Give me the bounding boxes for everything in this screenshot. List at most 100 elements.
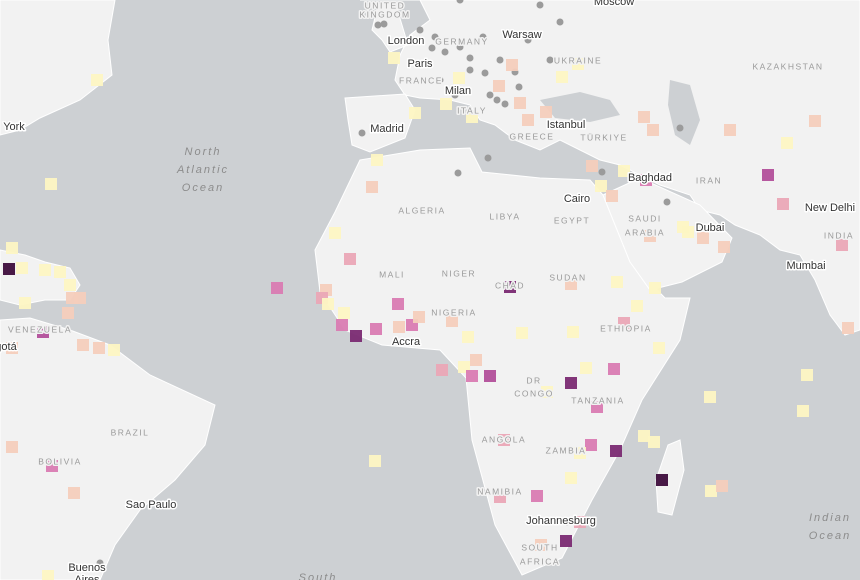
marker xyxy=(46,460,58,472)
south-america xyxy=(0,317,216,580)
city-label: Moscow xyxy=(594,0,634,8)
marker xyxy=(6,242,18,254)
city-dot xyxy=(536,1,544,9)
city-label: Aires xyxy=(74,574,100,580)
marker xyxy=(74,292,86,304)
marker xyxy=(565,278,577,290)
marker xyxy=(777,198,789,210)
marker xyxy=(64,279,76,291)
ocean-label: Atlantic xyxy=(176,164,229,176)
country-label: UKRAINE xyxy=(554,55,602,65)
marker xyxy=(493,80,505,92)
city-dot xyxy=(663,198,671,206)
city-dot xyxy=(481,69,489,77)
city-label: Istanbul xyxy=(547,119,586,131)
marker xyxy=(836,239,848,251)
city-label: Cairo xyxy=(564,193,590,205)
marker xyxy=(409,107,421,119)
marker xyxy=(516,327,528,339)
marker xyxy=(556,71,568,83)
marker xyxy=(329,227,341,239)
country-label: DR xyxy=(526,375,541,385)
marker xyxy=(705,485,717,497)
country-label: FRANCE xyxy=(399,75,443,85)
marker xyxy=(585,439,597,451)
marker xyxy=(522,114,534,126)
ocean-label: Ocean xyxy=(182,182,224,194)
marker xyxy=(393,321,405,333)
marker xyxy=(718,241,730,253)
marker xyxy=(388,52,400,64)
city-dot xyxy=(496,56,504,64)
marker xyxy=(608,363,620,375)
marker xyxy=(466,370,478,382)
marker xyxy=(653,342,665,354)
marker xyxy=(572,58,584,70)
marker xyxy=(68,487,80,499)
marker xyxy=(644,230,656,242)
marker xyxy=(606,190,618,202)
city-dot xyxy=(486,91,494,99)
marker xyxy=(647,124,659,136)
marker xyxy=(344,253,356,265)
city-dot xyxy=(546,56,554,64)
marker xyxy=(514,97,526,109)
marker xyxy=(762,169,774,181)
marker xyxy=(504,281,516,293)
country-label: GERMANY xyxy=(435,36,488,46)
ocean-label: Ocean xyxy=(809,530,851,542)
marker xyxy=(797,405,809,417)
marker xyxy=(567,326,579,338)
marker xyxy=(560,535,572,547)
marker xyxy=(453,72,465,84)
country-label: AFRICA xyxy=(520,556,560,566)
country-label: SOUTH xyxy=(521,542,558,552)
country-label: INDIA xyxy=(824,230,854,240)
marker xyxy=(37,326,49,338)
marker xyxy=(682,226,694,238)
marker xyxy=(369,455,381,467)
marker xyxy=(565,472,577,484)
country-label: ANGOLA xyxy=(482,434,526,444)
marker xyxy=(535,539,547,551)
caspian-sea xyxy=(668,80,700,145)
marker xyxy=(366,181,378,193)
city-dot xyxy=(451,91,459,99)
city-dot xyxy=(676,124,684,132)
city-dot xyxy=(484,154,492,162)
marker xyxy=(6,342,18,354)
country-label: CONGO xyxy=(514,388,554,398)
city-label: Warsaw xyxy=(502,29,541,41)
ocean-label: North xyxy=(185,146,222,158)
country-label: UNITED xyxy=(365,0,406,10)
marker xyxy=(610,445,622,457)
city-label: New Delhi xyxy=(805,202,855,214)
marker xyxy=(574,447,586,459)
city-label: Madrid xyxy=(370,123,404,135)
marker xyxy=(697,232,709,244)
marker xyxy=(494,491,506,503)
city-label: gotá xyxy=(0,341,18,353)
city-dot xyxy=(479,33,487,41)
marker xyxy=(350,330,362,342)
marker xyxy=(484,370,496,382)
marker xyxy=(6,441,18,453)
city-label: Accra xyxy=(392,336,421,348)
marker xyxy=(336,319,348,331)
marker xyxy=(62,307,74,319)
country-label: NIGER xyxy=(442,268,476,278)
city-label: London xyxy=(388,35,425,47)
markers xyxy=(3,0,854,580)
country-label: BOLIVIA xyxy=(38,456,82,466)
country-label: GREECE xyxy=(510,131,555,141)
country-label: KAZAKHSTAN xyxy=(752,61,823,71)
city-label: York xyxy=(3,121,25,133)
city-dot xyxy=(556,18,564,26)
marker xyxy=(595,180,607,192)
city-dot xyxy=(524,36,532,44)
city-dot xyxy=(501,100,509,108)
marker xyxy=(781,137,793,149)
marker xyxy=(540,106,552,118)
